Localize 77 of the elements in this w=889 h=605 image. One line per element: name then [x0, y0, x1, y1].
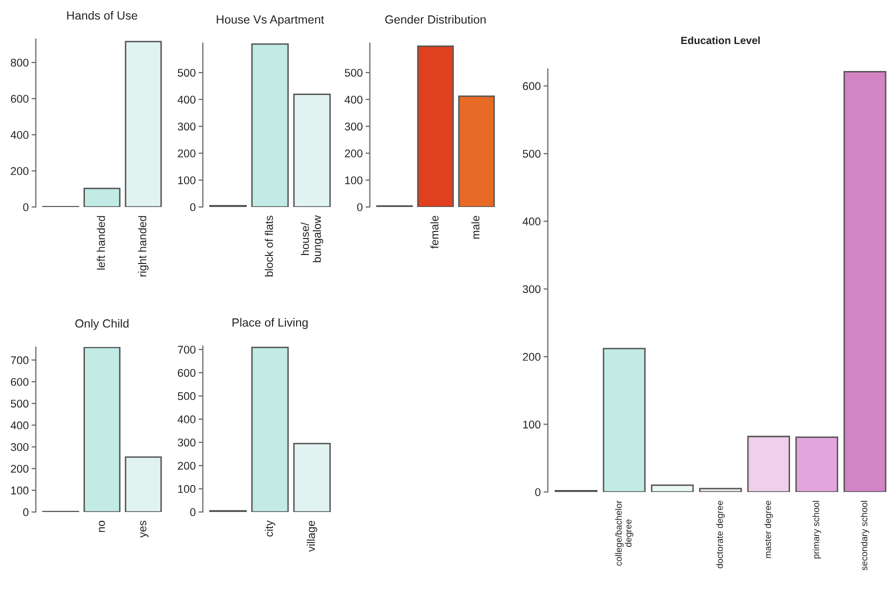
y-tick-label: 300	[178, 438, 196, 446]
x-tick-label: city	[264, 520, 276, 537]
x-tick-label: house/ bungalow	[300, 215, 324, 262]
y-tick-label: 400	[522, 218, 540, 226]
y-tick-label: 600	[178, 368, 196, 377]
bar	[747, 436, 790, 492]
y-tick-label: 400	[10, 131, 28, 139]
y-tick-label: 700	[178, 346, 196, 354]
y-tick-label: 600	[522, 82, 540, 90]
y-tick-label: 0	[357, 203, 362, 212]
y-tick-label: 400	[10, 421, 28, 430]
y-tick-label: 400	[344, 96, 362, 104]
y-tick-label: 0	[23, 203, 28, 212]
y-tick-label: 600	[10, 94, 28, 103]
y-tick-label: 300	[10, 443, 28, 452]
y-tick-label: 100	[345, 176, 362, 184]
y-tick-label: 700	[10, 356, 28, 364]
x-tick-label: female	[430, 216, 438, 249]
bar	[602, 348, 646, 492]
x-tick-label: primary school	[812, 500, 821, 558]
bar	[417, 46, 454, 207]
x-tick-label: secondary school	[860, 500, 870, 570]
y-tick-label: 200	[10, 167, 28, 176]
y-tick-label: 0	[23, 508, 28, 516]
bar	[650, 484, 694, 492]
y-tick-label: 0	[190, 508, 196, 516]
bar	[124, 40, 162, 207]
x-tick-label: right handed	[138, 216, 149, 276]
bar	[124, 456, 162, 512]
y-tick-label: 0	[535, 488, 540, 496]
bar	[795, 436, 838, 492]
y-tick-label: 400	[178, 96, 196, 104]
chart-title: Education Level	[681, 36, 760, 44]
chart-title: Only Child	[75, 319, 128, 330]
bar	[293, 442, 331, 512]
y-tick-label: 200	[522, 352, 540, 361]
x-tick-label: master degree	[764, 500, 773, 558]
x-tick-label: village	[306, 520, 318, 552]
x-tick-label: doctorate degree	[716, 500, 725, 568]
y-tick-label: 500	[344, 68, 362, 77]
x-tick-label: no	[98, 520, 105, 532]
bar	[84, 347, 120, 512]
y-tick-label: 500	[178, 68, 196, 77]
y-tick-label: 400	[178, 415, 196, 424]
y-tick-label: 500	[522, 150, 540, 158]
bar	[251, 346, 289, 512]
x-tick-label: block of flats	[264, 216, 273, 276]
y-tick-label: 100	[178, 176, 196, 184]
y-tick-label: 200	[344, 149, 362, 158]
y-tick-label: 200	[178, 149, 196, 158]
y-tick-label: 800	[10, 58, 28, 67]
x-tick-label: left handed	[96, 216, 105, 270]
bar	[251, 43, 289, 207]
bar	[84, 188, 120, 207]
y-tick-label: 300	[344, 122, 362, 130]
y-tick-label: 200	[10, 464, 28, 473]
chart-title: House Vs Apartment	[216, 15, 324, 26]
bar	[458, 96, 495, 207]
y-tick-label: 300	[522, 285, 540, 294]
x-tick-label: yes	[140, 520, 149, 538]
bar	[293, 94, 331, 207]
y-tick-label: 0	[190, 203, 196, 212]
y-tick-label: 100	[178, 485, 196, 493]
x-tick-label: male	[471, 216, 480, 239]
y-tick-label: 500	[10, 400, 28, 408]
y-tick-label: 500	[178, 392, 196, 400]
y-tick-label: 200	[178, 462, 196, 470]
chart-title: Hands of Use	[67, 11, 138, 20]
y-tick-label: 100	[11, 486, 28, 494]
bar	[699, 488, 742, 492]
chart-title: Place of Living	[232, 318, 308, 330]
x-tick-label: college/bachelor degree	[615, 500, 634, 566]
y-tick-label: 100	[523, 420, 540, 428]
bar	[844, 71, 886, 492]
y-tick-label: 300	[178, 122, 196, 130]
y-tick-label: 600	[10, 378, 28, 386]
chart-title: Gender Distribution	[385, 15, 486, 24]
